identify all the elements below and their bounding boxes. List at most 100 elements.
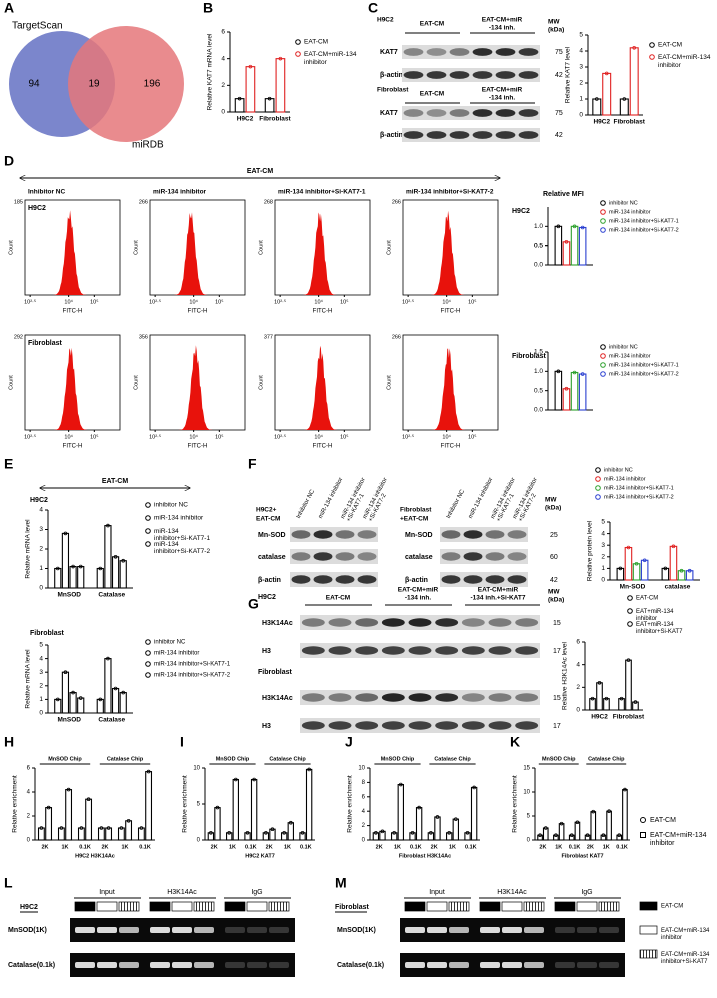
panel-letter: D [4, 153, 14, 169]
cell-label: H9C2 [377, 17, 394, 24]
data-point [46, 805, 51, 810]
bar [685, 570, 694, 581]
gel-band [247, 927, 267, 933]
blot-band [426, 71, 447, 79]
blot-band [426, 109, 447, 117]
bar [600, 834, 607, 841]
blot-band [357, 552, 377, 561]
gel-band [97, 927, 117, 933]
y-tick-label: 4 [601, 530, 605, 537]
data-point [139, 826, 144, 830]
data-point [99, 826, 104, 830]
y-tick-label: 6 [576, 639, 580, 646]
mw-label: 42 [555, 132, 563, 139]
data-point [472, 785, 476, 790]
blot-band [355, 618, 379, 627]
bar [578, 226, 587, 266]
bar [553, 834, 559, 841]
label: catalase [405, 554, 433, 561]
data-point [559, 821, 564, 826]
blot-band [518, 71, 539, 79]
legend-marker [649, 54, 655, 60]
bar [629, 47, 639, 116]
bar [214, 807, 221, 841]
bar [232, 778, 239, 841]
bar [640, 559, 649, 581]
y-tick-label: 377 [264, 334, 273, 340]
y-tick-label: 0 [576, 707, 580, 714]
label: (kDa) [548, 27, 564, 34]
bar [415, 807, 423, 841]
x-tick-label: 10⁴ [189, 298, 198, 305]
legend-label: EAT-CM [304, 39, 328, 46]
mw-label: 75 [555, 49, 563, 56]
data-point [227, 830, 232, 835]
bar [207, 832, 215, 841]
data-point [538, 833, 542, 837]
gel-band [150, 927, 170, 933]
data-point [215, 805, 220, 810]
bar [616, 834, 623, 841]
data-point [63, 670, 68, 674]
bar [244, 832, 251, 841]
x-tick-label: 10²·⁵ [149, 298, 161, 305]
bar [616, 567, 625, 581]
x-tick-label: 10⁴ [314, 298, 323, 305]
bar [111, 687, 120, 714]
legend-label: miR-134 inhibitor+Si-KAT7-2 [154, 541, 210, 555]
lane-key [149, 901, 171, 912]
legend-label: inhibitor NC [154, 640, 186, 646]
data-point [617, 833, 622, 837]
blot-band [381, 693, 405, 702]
label: EAT-CM+miR [482, 87, 523, 94]
bar [409, 832, 416, 841]
blot [290, 572, 378, 587]
data-point [71, 690, 75, 695]
bar [119, 692, 127, 714]
legend-marker [639, 925, 658, 935]
data-point [417, 805, 421, 810]
y-tick-label: 0 [27, 838, 31, 844]
bar [632, 563, 641, 581]
bar [537, 834, 543, 841]
bar [669, 545, 678, 581]
blot-band [488, 693, 512, 702]
data-point [594, 97, 599, 101]
blot-band [495, 48, 516, 56]
column-title: H3K14Ac [497, 889, 527, 896]
x-tick-label: Mn-SOD [620, 584, 646, 591]
y-tick-label: 6 [221, 29, 225, 36]
mw-label: 25 [550, 532, 558, 539]
x-tick-label: 10⁵ [215, 298, 223, 305]
bar [372, 832, 380, 841]
blot-band [381, 721, 405, 730]
x-tick-label: 0.1K [245, 844, 257, 850]
mw-label: 42 [555, 72, 563, 79]
y-tick-label: 2 [362, 823, 366, 829]
x-tick-label: 10⁴ [64, 433, 73, 440]
y-tick-label: 5 [527, 814, 531, 820]
x-tick-label: Fibroblast [614, 119, 646, 126]
legend-label: miR-134 inhibitor+Si-KAT7-1 [609, 362, 679, 368]
y-axis-label: Relative enrichment [182, 775, 189, 833]
bar [137, 827, 145, 841]
cell-label: H9C2 [258, 594, 276, 601]
bar [603, 698, 610, 711]
data-point [300, 830, 305, 835]
histogram [275, 345, 370, 430]
y-tick-label: 10 [193, 766, 200, 772]
blot [290, 549, 378, 564]
blot [440, 549, 528, 564]
row-label: MnSOD(1K) [8, 927, 47, 934]
gel-band [480, 927, 500, 933]
data-point [374, 830, 378, 835]
x-axis-label: FITC-H [188, 444, 208, 450]
label: MW [545, 497, 557, 504]
cell-label: Fibroblast [512, 353, 547, 360]
x-tick-label: 2K [376, 844, 383, 850]
y-tick-label: 1 [39, 565, 43, 572]
blot-band [357, 575, 377, 584]
legend-label: inhibitor NC [609, 200, 638, 206]
y-tick-label: 1.5 [534, 349, 543, 356]
x-tick-label: catalase [665, 584, 691, 591]
